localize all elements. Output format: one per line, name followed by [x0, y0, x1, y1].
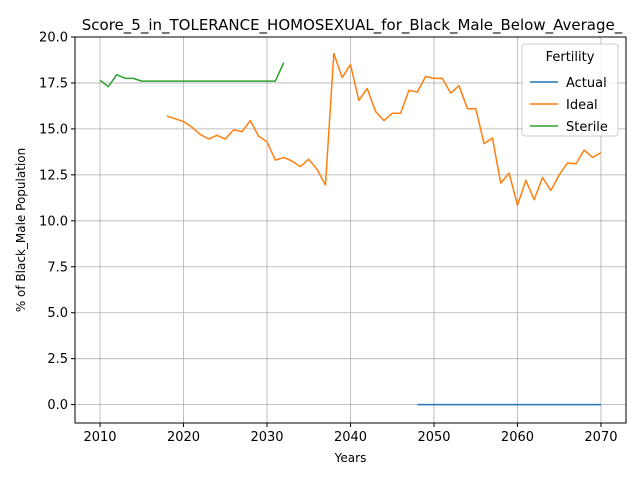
legend-label-sterile: Sterile [566, 120, 608, 135]
y-tick-label: 0.0 [47, 398, 68, 413]
series-line-ideal [166, 52, 602, 206]
legend-label-ideal: Ideal [566, 98, 598, 113]
x-tick-label: 2050 [417, 430, 450, 445]
x-tick-label: 2040 [334, 430, 367, 445]
y-tick-label: 2.5 [47, 352, 68, 367]
chart-title: Score_5_in_TOLERANCE_HOMOSEXUAL_for_Blac… [82, 16, 623, 35]
y-tick-label: 7.5 [47, 260, 68, 275]
legend-box [521, 43, 619, 137]
y-axis-label: % of Black_Male Population [14, 148, 28, 312]
y-tick-label: 10.0 [39, 214, 68, 229]
x-tick-label: 2010 [83, 430, 116, 445]
x-tick-label: 2020 [167, 430, 200, 445]
y-tick-label: 5.0 [47, 306, 68, 321]
legend: Fertility Actual Ideal Sterile [521, 43, 619, 137]
y-tick-label: 15.0 [39, 122, 68, 137]
y-tick-label: 12.5 [39, 168, 68, 183]
y-tick-label: 20.0 [39, 31, 68, 46]
y-tick-label: 17.5 [39, 76, 68, 91]
series-line-sterile [99, 62, 285, 88]
x-tick-label: 2060 [501, 430, 534, 445]
x-tick-label: 2070 [584, 430, 617, 445]
x-tick-label: 2030 [250, 430, 283, 445]
legend-title: Fertility [546, 50, 595, 65]
legend-label-actual: Actual [566, 76, 607, 91]
x-axis-label: Years [334, 451, 367, 465]
